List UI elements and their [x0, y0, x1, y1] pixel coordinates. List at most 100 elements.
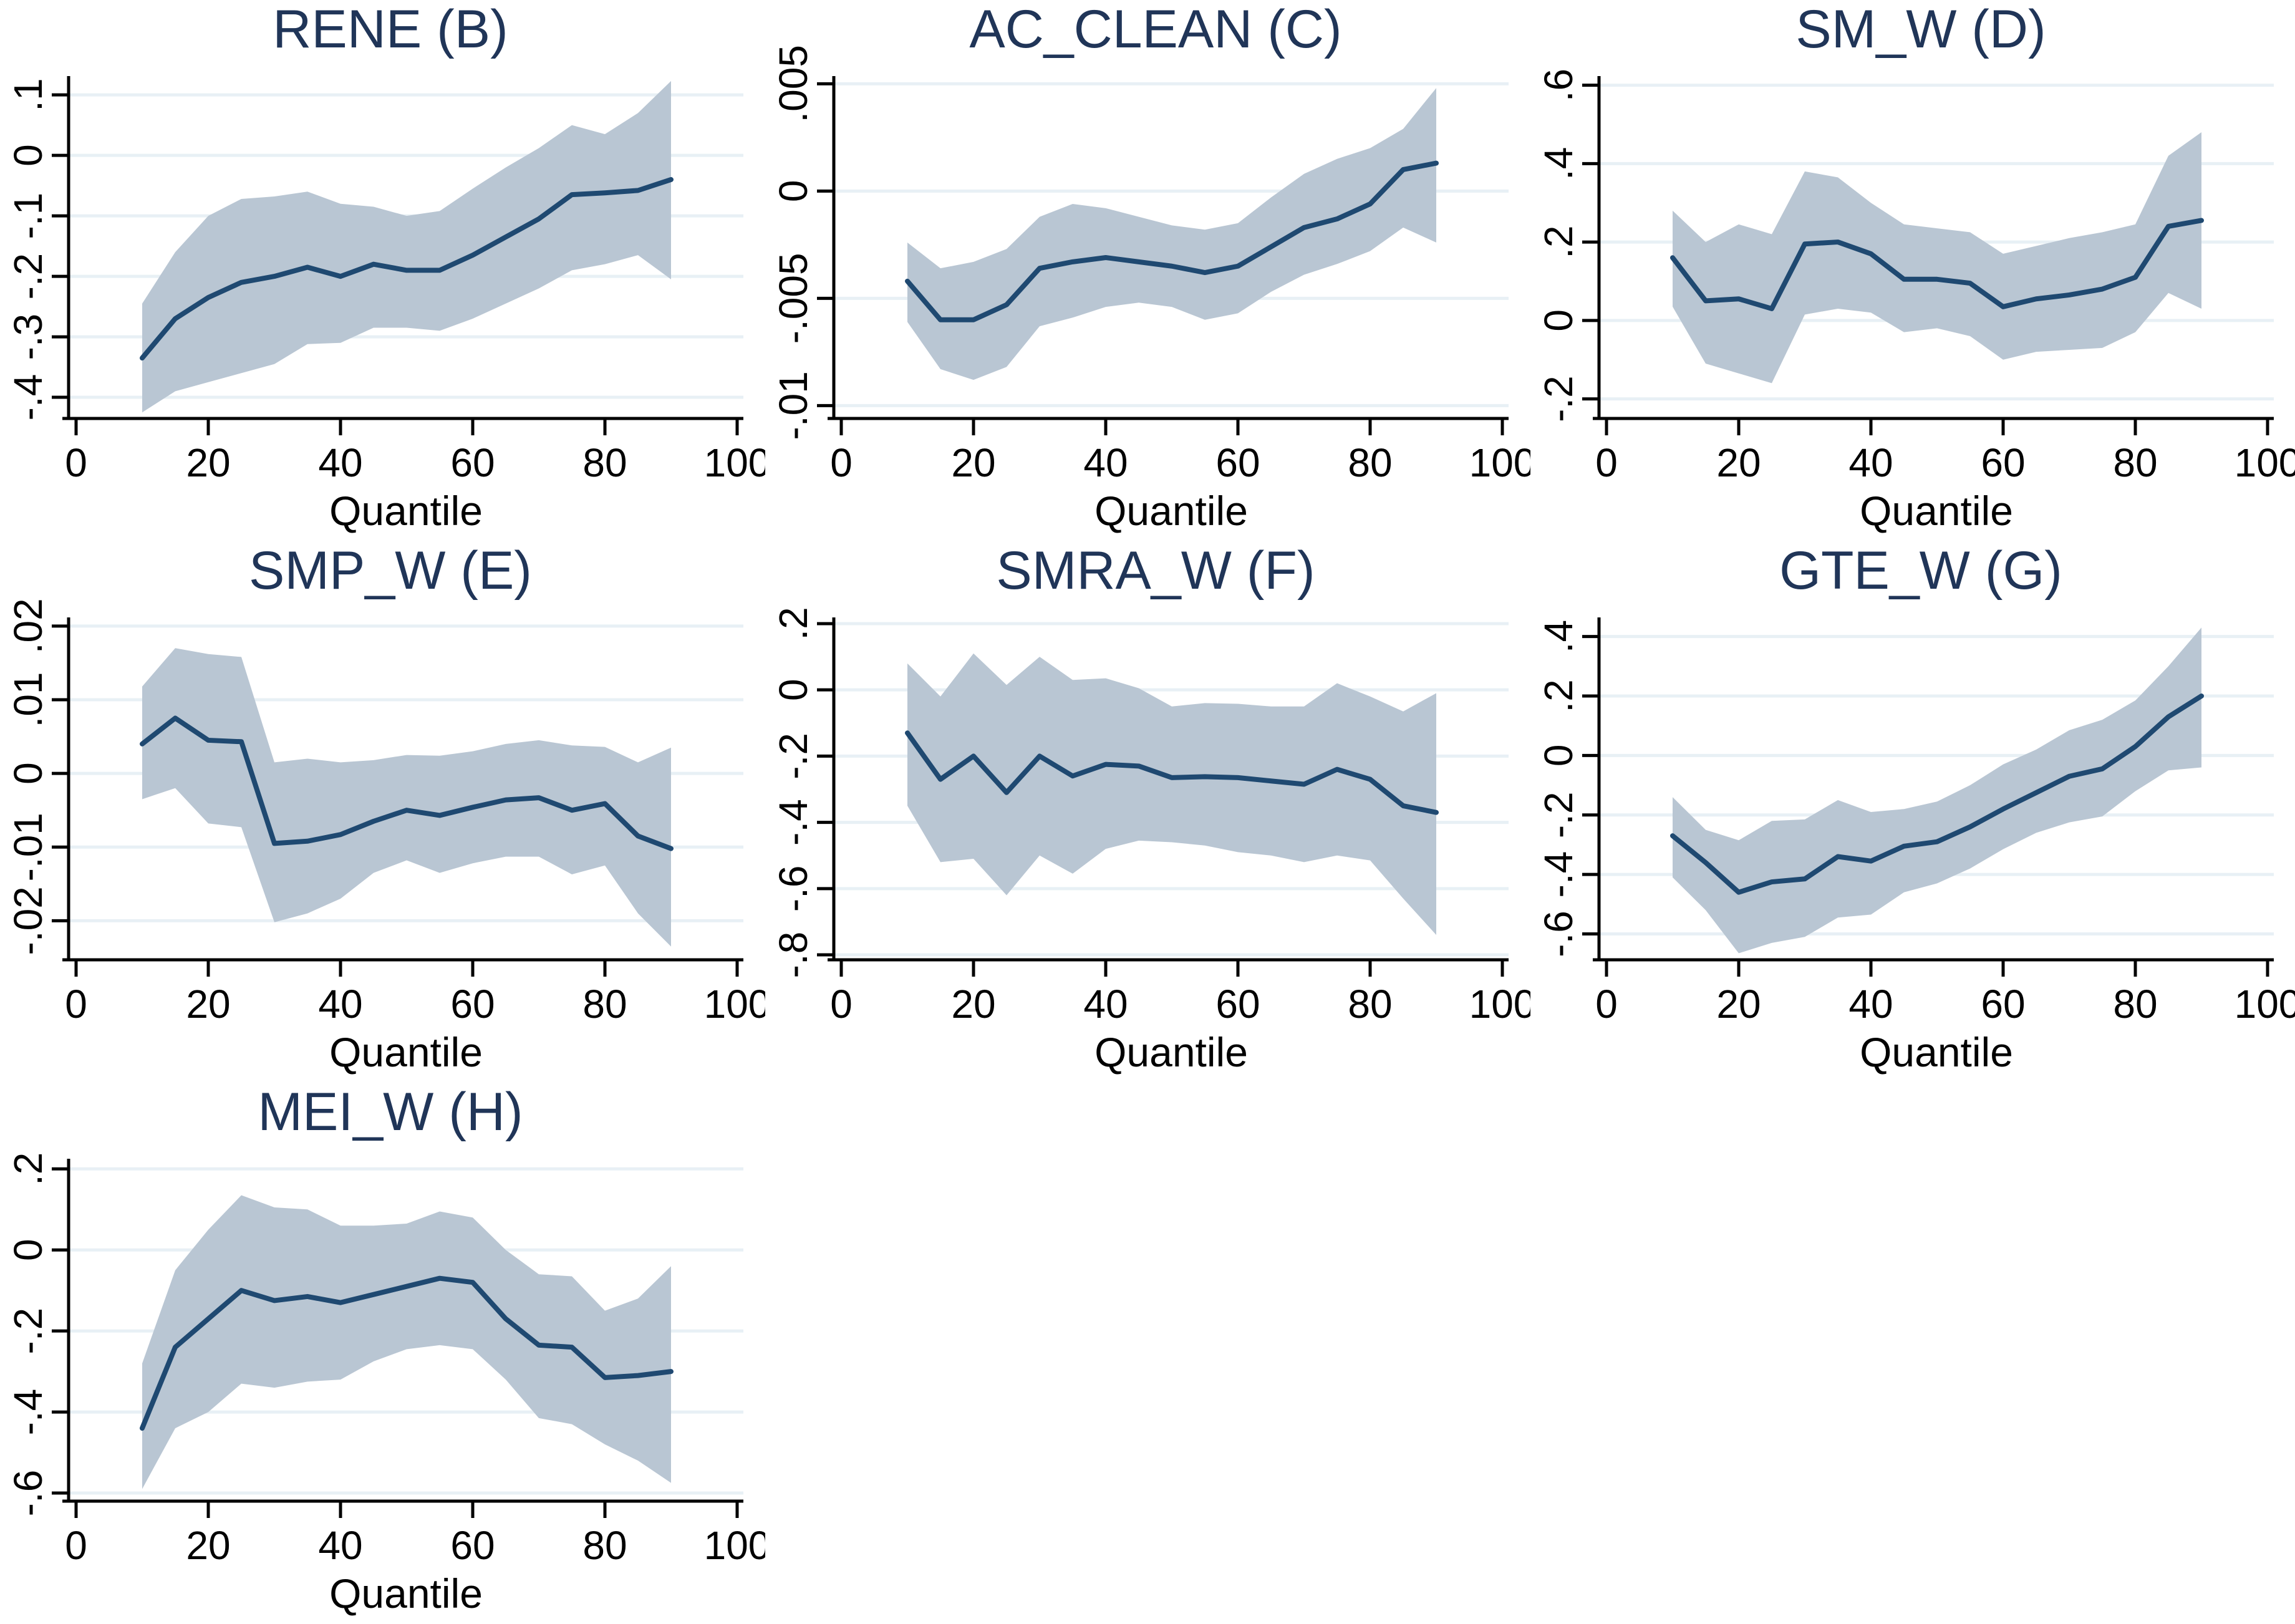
x-tick-label: 100: [1469, 440, 1530, 485]
y-tick-label: .4: [1536, 620, 1581, 653]
y-tick-label: -.6: [1536, 911, 1581, 957]
x-tick-label: 0: [65, 982, 87, 1027]
y-tick-label: .4: [1536, 147, 1581, 180]
y-tick-label: .005: [771, 45, 816, 123]
empty-grid-cell: [765, 1083, 1530, 1624]
y-tick-label: -.2: [6, 253, 51, 300]
x-tick-label: 100: [2235, 440, 2295, 485]
ci-band: [1673, 627, 2201, 954]
y-tick-label: .2: [6, 1153, 51, 1186]
panel-mei-w-h: .2 0 -.2 -.4 -.6 0 20 40 60 80 100 Quantile MEI_W (…: [0, 1083, 765, 1624]
y-tick-label: -.4: [6, 374, 51, 421]
x-tick-label: 0: [65, 440, 87, 485]
rene-b-chart: .1 0 -.1 -.2 -.3 -.4 0 20 40 60 80 100 Quantile: [6, 76, 765, 534]
smp-w-e-chart: .02 .01 0 -.01 -.02 0 20 40 60 80 100 Quantile: [6, 598, 765, 1075]
panel-title-smra-w-f: SMRA_W (F): [996, 541, 1315, 601]
y-tick-label: .1: [6, 78, 51, 111]
x-tick-label: 40: [318, 982, 362, 1027]
y-tick-label: -.6: [771, 865, 816, 912]
panel-smp-w-e: .02 .01 0 -.01 -.02 0 20 40 60 80 100 Quantile SMP_…: [0, 541, 765, 1083]
x-axis-title: Quantile: [1094, 1029, 1248, 1075]
x-tick-label: 0: [830, 440, 853, 485]
empty-grid-cell: [1530, 1083, 2295, 1624]
coefficient-line: [1670, 693, 2204, 895]
coefficient-line: [905, 730, 1439, 815]
x-axis-title: Quantile: [329, 1029, 483, 1075]
x-axis-title: Quantile: [1094, 488, 1248, 534]
y-tick-label: 0: [6, 1239, 51, 1261]
y-tick-label: -.02: [6, 886, 51, 955]
x-axis-title: Quantile: [1860, 488, 2013, 534]
x-tick-label: 0: [1595, 982, 1618, 1027]
x-tick-label: 80: [2113, 440, 2157, 485]
ci-band: [142, 80, 671, 413]
panel-title-gte-w-g: GTE_W (G): [1779, 541, 2062, 601]
ci-band: [142, 648, 671, 947]
ac-clean-c-chart: .005 0 -.005 -.01 0 20 40 60 80 100 Quantile: [771, 45, 1530, 534]
x-tick-label: 20: [186, 440, 230, 485]
x-tick-label: 20: [1716, 440, 1761, 485]
x-tick-label: 40: [318, 440, 362, 485]
x-tick-label: 60: [1981, 440, 2025, 485]
panel-sm-w-d: .6 .4 .2 0 -.2 0 20 40 60 80 100 Quantile SM_W (D): [1530, 0, 2295, 541]
x-tick-label: 60: [450, 982, 495, 1027]
sm-w-d-chart: .6 .4 .2 0 -.2 0 20 40 60 80 100 Quantile: [1536, 69, 2295, 534]
y-tick-label: 0: [6, 144, 51, 167]
x-tick-label: 100: [704, 440, 765, 485]
x-tick-label: 60: [1215, 440, 1260, 485]
x-tick-label: 80: [582, 440, 627, 485]
x-axis-title: Quantile: [1860, 1029, 2013, 1075]
coefficient-line: [140, 1275, 674, 1431]
y-tick-label: -.6: [6, 1470, 51, 1517]
x-tick-label: 20: [1716, 982, 1761, 1027]
y-tick-label: -.01: [6, 813, 51, 881]
x-tick-label: 40: [1848, 982, 1893, 1027]
x-tick-label: 40: [1083, 440, 1128, 485]
gte-w-g-chart: .4 .2 0 -.2 -.4 -.6 0 20 40 60 80 100 Quantile: [1536, 617, 2295, 1075]
x-tick-label: 80: [1348, 440, 1392, 485]
y-tick-label: .2: [1536, 679, 1581, 712]
y-tick-label: -.2: [1536, 375, 1581, 422]
y-tick-label: .2: [1536, 225, 1581, 258]
x-tick-label: 20: [186, 1523, 230, 1568]
x-tick-label: 20: [186, 982, 230, 1027]
x-tick-label: 60: [1981, 982, 2025, 1027]
x-tick-label: 60: [450, 440, 495, 485]
y-tick-label: .2: [771, 607, 816, 640]
x-tick-label: 80: [1348, 982, 1392, 1027]
panel-gte-w-g: .4 .2 0 -.2 -.4 -.6 0 20 40 60 80 100 Quantile GTE_W…: [1530, 541, 2295, 1083]
x-tick-label: 0: [65, 1523, 87, 1568]
y-tick-label: 0: [1536, 309, 1581, 332]
y-tick-label: -.4: [6, 1389, 51, 1436]
y-tick-label: -.3: [6, 314, 51, 360]
panel-title-mei-w-h: MEI_W (H): [258, 1082, 523, 1142]
x-tick-label: 20: [951, 982, 995, 1027]
panel-title-ac-clean-c: AC_CLEAN (C): [969, 0, 1342, 59]
y-tick-label: -.01: [771, 371, 816, 440]
y-tick-label: -.2: [6, 1308, 51, 1355]
y-tick-label: 0: [1536, 745, 1581, 767]
y-tick-label: -.2: [771, 733, 816, 780]
panel-smra-w-f: .2 0 -.2 -.4 -.6 -.8 0 20 40 60 80 100 Quantile SMRA…: [765, 541, 1530, 1083]
y-tick-label: .02: [6, 598, 51, 654]
mei-w-h-chart: .2 0 -.2 -.4 -.6 0 20 40 60 80 100 Quantile: [6, 1153, 765, 1617]
x-tick-label: 60: [1215, 982, 1260, 1027]
x-tick-label: 40: [1083, 982, 1128, 1027]
x-tick-label: 0: [1595, 440, 1618, 485]
x-tick-label: 80: [2113, 982, 2157, 1027]
coefficient-line: [140, 176, 674, 361]
panel-title-rene-b: RENE (B): [273, 0, 508, 59]
x-tick-label: 80: [582, 1523, 627, 1568]
x-tick-label: 100: [1469, 982, 1530, 1027]
panel-title-sm-w-d: SM_W (D): [1795, 0, 2046, 59]
panel-title-smp-w-e: SMP_W (E): [249, 541, 532, 601]
x-tick-label: 20: [951, 440, 995, 485]
ci-band: [907, 88, 1436, 380]
y-tick-label: -.4: [771, 799, 816, 846]
y-tick-label: .6: [1536, 69, 1581, 102]
x-tick-label: 60: [450, 1523, 495, 1568]
y-tick-label: -.005: [771, 253, 816, 344]
y-tick-label: -.1: [6, 193, 51, 239]
x-tick-label: 40: [1848, 440, 1893, 485]
